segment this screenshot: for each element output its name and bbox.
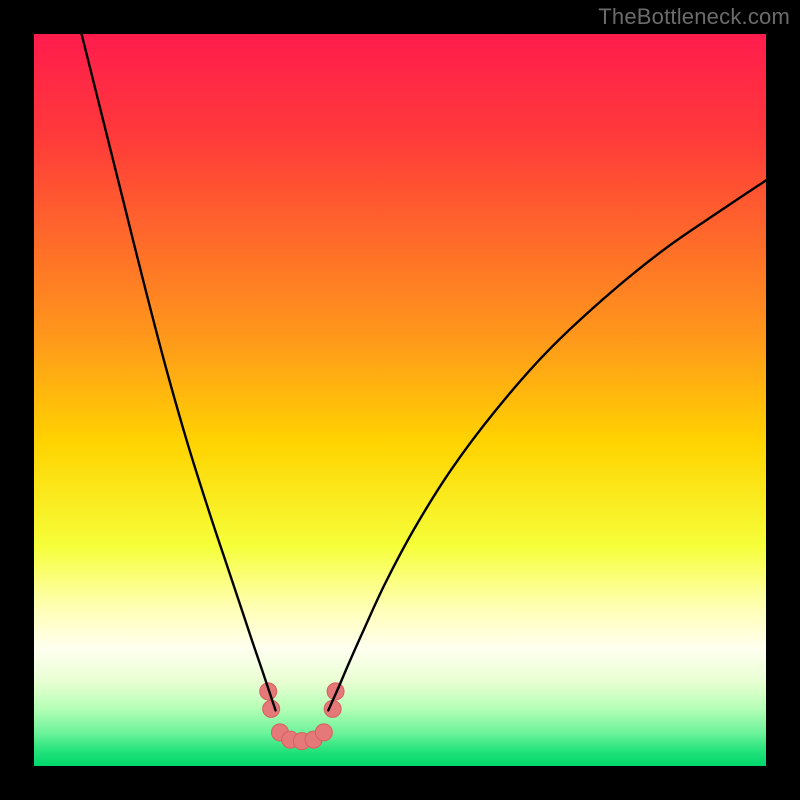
bottleneck-chart xyxy=(0,0,800,800)
trough-marker xyxy=(315,724,332,741)
watermark-text: TheBottleneck.com xyxy=(598,4,790,30)
plot-gradient-background xyxy=(34,34,766,766)
chart-canvas: TheBottleneck.com xyxy=(0,0,800,800)
trough-marker xyxy=(263,700,280,717)
